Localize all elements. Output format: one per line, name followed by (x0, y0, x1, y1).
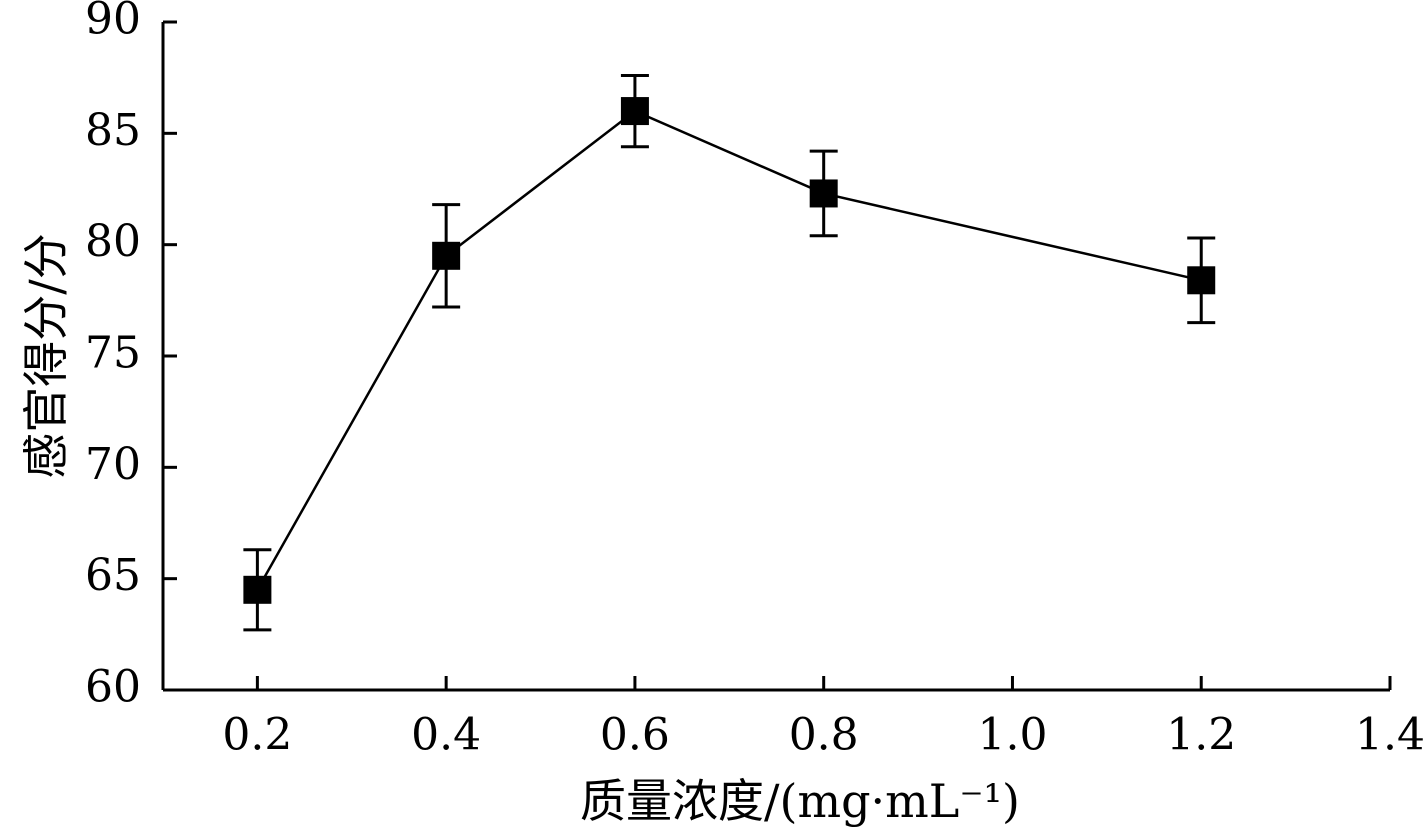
error-bars (243, 73, 1216, 632)
y-tick-label: 65 (85, 550, 141, 601)
y-tick-label: 60 (85, 662, 141, 713)
y-axis-label: 感官得分/分 (19, 233, 73, 479)
series-polyline (256, 109, 1202, 591)
x-tick-label: 1.2 (1166, 710, 1236, 761)
x-tick-label: 0.4 (411, 710, 481, 761)
y-tick-label: 85 (85, 105, 141, 156)
x-ticks: 0.2 0.4 0.6 0.8 1.0 1.2 1.4 (222, 676, 1425, 761)
data-points (243, 97, 1216, 604)
x-tick-label: 1.4 (1355, 710, 1425, 761)
data-point (620, 97, 649, 126)
x-tick-label: 0.6 (600, 710, 670, 761)
y-ticks: 60 65 70 75 80 85 90 (85, 0, 177, 713)
series-line (256, 109, 1202, 591)
x-tick-label: 1.0 (977, 710, 1047, 761)
x-axis-label: 质量浓度/(mg·mL⁻¹) (580, 774, 1020, 828)
y-tick-label: 70 (85, 439, 141, 490)
x-tick-label: 0.8 (789, 710, 859, 761)
y-tick-label: 90 (85, 0, 141, 45)
data-point (432, 241, 461, 270)
axes (161, 22, 1390, 692)
y-tick-label: 75 (85, 328, 141, 379)
y-tick-label: 80 (85, 216, 141, 267)
data-point (243, 575, 272, 604)
data-point (1187, 266, 1216, 295)
x-tick-label: 0.2 (222, 710, 292, 761)
data-point (809, 179, 838, 208)
